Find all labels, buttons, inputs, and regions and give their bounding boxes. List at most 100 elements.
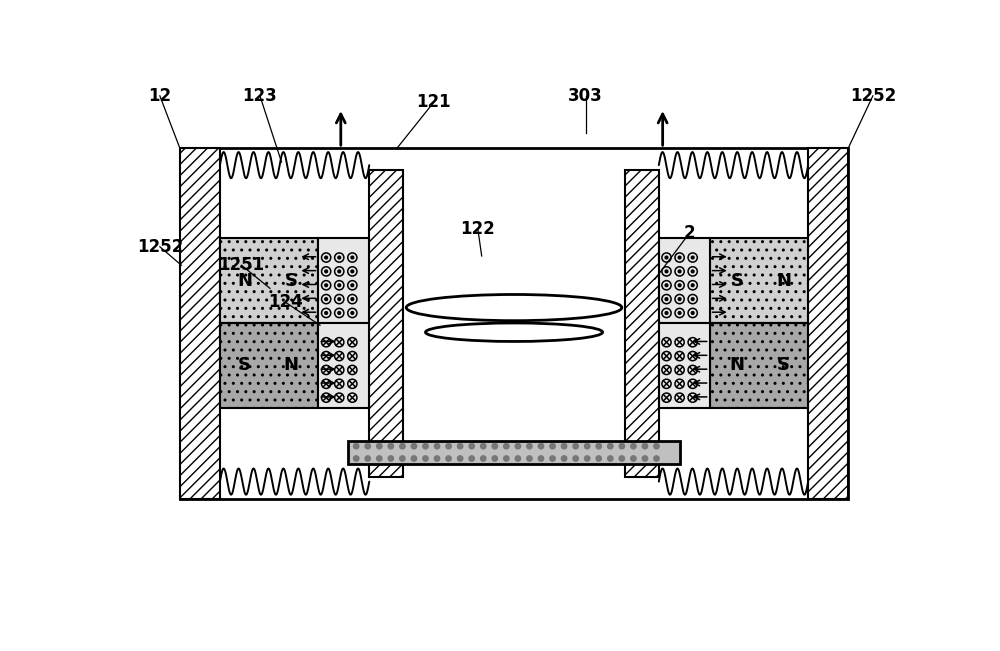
Circle shape [469, 443, 474, 449]
Circle shape [691, 298, 694, 301]
Circle shape [678, 298, 681, 301]
Circle shape [492, 456, 497, 461]
Circle shape [481, 456, 486, 461]
Text: 121: 121 [417, 93, 451, 111]
Circle shape [423, 443, 428, 449]
Circle shape [538, 443, 544, 449]
Circle shape [388, 443, 394, 449]
Bar [318, 323, 369, 408]
Bar [808, 148, 848, 499]
Text: 303: 303 [568, 87, 603, 105]
Circle shape [353, 443, 359, 449]
Circle shape [411, 456, 417, 461]
Circle shape [338, 256, 341, 259]
Circle shape [608, 443, 613, 449]
Circle shape [691, 284, 694, 286]
Circle shape [527, 443, 532, 449]
Circle shape [678, 256, 681, 259]
Text: 123: 123 [243, 87, 277, 105]
Bar [659, 238, 710, 323]
Bar [220, 238, 318, 323]
Circle shape [515, 456, 521, 461]
Bar [369, 170, 403, 477]
Circle shape [353, 456, 359, 461]
Text: N: N [730, 356, 745, 374]
Text: S: S [238, 356, 251, 374]
Circle shape [608, 456, 613, 461]
Circle shape [654, 443, 659, 449]
Circle shape [631, 456, 636, 461]
Circle shape [584, 443, 590, 449]
Text: 2: 2 [684, 224, 695, 242]
Circle shape [665, 312, 668, 314]
Circle shape [434, 456, 440, 461]
Circle shape [515, 443, 521, 449]
Circle shape [457, 456, 463, 461]
Circle shape [492, 443, 497, 449]
Bar [659, 323, 710, 408]
Text: N: N [776, 271, 791, 290]
Circle shape [446, 443, 451, 449]
Text: 122: 122 [460, 220, 495, 238]
Text: 12: 12 [148, 87, 171, 105]
Text: 124: 124 [268, 293, 303, 311]
Text: N: N [283, 356, 298, 374]
Circle shape [351, 298, 354, 301]
Circle shape [550, 456, 555, 461]
Circle shape [365, 456, 370, 461]
Circle shape [481, 443, 486, 449]
Circle shape [691, 256, 694, 259]
Circle shape [434, 443, 440, 449]
Circle shape [351, 284, 354, 286]
Bar [710, 323, 808, 408]
Circle shape [654, 456, 659, 461]
Circle shape [561, 456, 567, 461]
Text: S: S [731, 271, 744, 290]
Circle shape [446, 456, 451, 461]
Circle shape [665, 256, 668, 259]
Circle shape [642, 443, 648, 449]
Circle shape [573, 443, 578, 449]
Circle shape [351, 270, 354, 273]
Circle shape [325, 284, 328, 286]
Bar [180, 148, 848, 499]
Bar [710, 238, 808, 323]
Circle shape [504, 456, 509, 461]
Circle shape [504, 443, 509, 449]
Circle shape [351, 256, 354, 259]
Circle shape [642, 456, 648, 461]
Bar [318, 238, 369, 323]
Circle shape [631, 443, 636, 449]
Circle shape [538, 456, 544, 461]
Text: S: S [777, 356, 790, 374]
Circle shape [665, 270, 668, 273]
Bar [180, 148, 220, 499]
Circle shape [678, 284, 681, 286]
Circle shape [351, 312, 354, 314]
Circle shape [573, 456, 578, 461]
Circle shape [400, 443, 405, 449]
Circle shape [325, 298, 328, 301]
Text: S: S [284, 271, 297, 290]
Bar [220, 323, 318, 408]
Circle shape [527, 456, 532, 461]
Circle shape [619, 443, 625, 449]
Circle shape [596, 443, 601, 449]
Circle shape [596, 456, 601, 461]
Circle shape [338, 298, 341, 301]
Circle shape [338, 270, 341, 273]
Circle shape [584, 456, 590, 461]
Circle shape [665, 298, 668, 301]
Circle shape [365, 443, 370, 449]
Circle shape [325, 270, 328, 273]
Circle shape [619, 456, 625, 461]
Circle shape [691, 312, 694, 314]
Circle shape [338, 312, 341, 314]
Text: 1251: 1251 [218, 256, 265, 274]
Circle shape [469, 456, 474, 461]
Circle shape [338, 284, 341, 286]
Circle shape [423, 456, 428, 461]
Circle shape [678, 312, 681, 314]
Circle shape [411, 443, 417, 449]
Circle shape [665, 284, 668, 286]
